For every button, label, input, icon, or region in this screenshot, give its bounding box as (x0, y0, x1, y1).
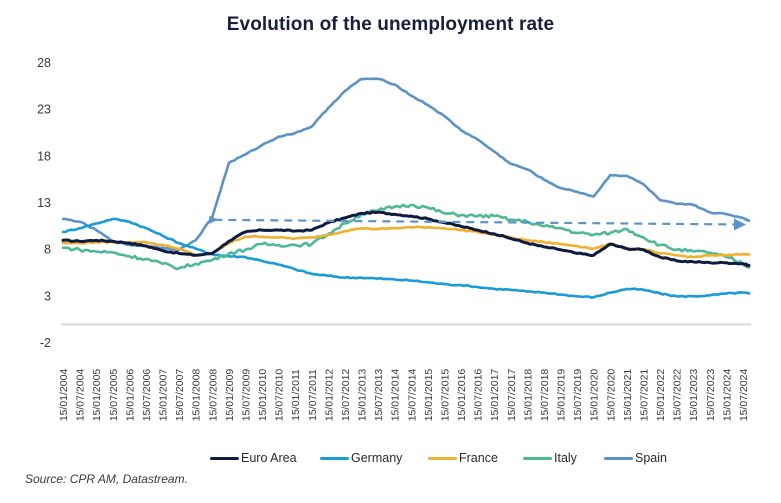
x-tick-label: 15/07/2024 (738, 369, 750, 422)
x-tick-label: 15/01/2024 (721, 369, 733, 422)
x-tick-label: 15/01/2015 (423, 369, 435, 422)
x-tick-label: 15/07/2020 (605, 369, 617, 422)
x-tick-label: 15/01/2018 (522, 369, 534, 422)
y-tick-label: 3 (44, 289, 51, 303)
x-tick-label: 15/01/2006 (124, 369, 136, 422)
x-tick-label: 15/01/2009 (224, 369, 236, 422)
legend-swatch (523, 456, 552, 460)
x-tick-label: 15/07/2013 (373, 369, 385, 422)
arrow-head-icon (734, 218, 746, 231)
y-tick-label: 18 (37, 149, 51, 163)
x-tick-label: 15/01/2023 (688, 369, 700, 422)
x-tick-label: 15/07/2016 (473, 369, 485, 422)
series-line-euro-area (61, 210, 751, 268)
x-tick-label: 15/07/2019 (572, 369, 584, 422)
legend-item-euro-area: Euro Area (210, 449, 297, 467)
x-tick-label: 15/07/2006 (141, 369, 153, 422)
y-axis: -2 3 8 13 18 23 28 (37, 56, 51, 350)
x-tick-label: 15/01/2019 (556, 369, 568, 422)
x-tick-label: 15/01/2008 (191, 369, 203, 422)
x-tick-label: 15/01/2021 (622, 369, 634, 422)
x-tick-label: 15/07/2004 (75, 369, 87, 422)
x-tick-label: 15/07/2021 (638, 369, 650, 422)
legend: Euro Area Germany France Italy Spain (0, 449, 781, 467)
legend-label: Italy (554, 451, 577, 465)
x-tick-label: 15/01/2011 (290, 369, 302, 421)
legend-label: Germany (351, 451, 403, 465)
legend-label: Euro Area (241, 451, 297, 465)
series-line-spain (61, 77, 751, 252)
y-tick-label: 28 (37, 56, 51, 70)
x-tick-label: 15/01/2007 (158, 369, 170, 422)
y-tick-label: 13 (37, 196, 51, 210)
x-tick-label: 15/07/2010 (274, 369, 286, 422)
legend-swatch (428, 456, 457, 460)
annotations (209, 215, 746, 231)
x-tick-label: 15/07/2011 (307, 369, 319, 421)
y-tick-label: 23 (37, 103, 51, 117)
series-lines (61, 77, 751, 299)
x-tick-label: 15/07/2007 (174, 369, 186, 422)
chart-title: Evolution of the unemployment rate (226, 14, 555, 35)
legend-swatch (210, 456, 239, 460)
x-tick-label: 15/07/2017 (506, 369, 518, 422)
legend-swatch (604, 456, 633, 460)
x-tick-label: 15/01/2012 (323, 369, 335, 422)
x-tick-label: 15/07/2015 (439, 369, 451, 422)
x-tick-label: 15/01/2014 (390, 369, 402, 422)
x-tick-label: 15/01/2017 (489, 369, 501, 422)
x-tick-label: 15/01/2010 (257, 369, 269, 422)
x-tick-label: 15/07/2005 (108, 369, 120, 422)
dashed-trend-line (214, 218, 736, 226)
series-line-italy (61, 203, 751, 271)
x-tick-label: 15/07/2012 (340, 369, 352, 422)
x-tick-label: 15/01/2016 (456, 369, 468, 422)
legend-swatch (320, 456, 349, 460)
x-tick-label: 15/01/2005 (91, 369, 103, 422)
series-line-germany (61, 217, 751, 299)
x-tick-label: 15/07/2014 (406, 369, 418, 422)
arrow-tail-marker (209, 215, 219, 224)
x-tick-label: 15/07/2008 (207, 369, 219, 422)
legend-label: France (459, 451, 498, 465)
source-note: Source: CPR AM, Datastream. (25, 472, 188, 486)
x-tick-label: 15/01/2022 (655, 369, 667, 422)
legend-label: Spain (635, 451, 667, 465)
x-tick-label: 15/07/2009 (240, 369, 252, 422)
legend-item-italy: Italy (523, 449, 577, 467)
x-tick-label: 15/07/2023 (705, 369, 717, 422)
y-tick-label: -2 (40, 336, 51, 350)
x-tick-label: 15/01/2004 (58, 369, 70, 422)
legend-item-germany: Germany (320, 449, 402, 467)
x-tick-label: 15/01/2013 (357, 369, 369, 422)
x-tick-label: 15/01/2020 (589, 369, 601, 422)
x-tick-label: 15/07/2018 (539, 369, 551, 422)
x-tick-label: 15/07/2022 (672, 369, 684, 422)
y-tick-label: 8 (44, 243, 51, 257)
x-axis: 15/01/2004 15/07/2004 15/01/2005 15/07/2005… (58, 369, 750, 422)
legend-item-spain: Spain (604, 449, 667, 467)
legend-item-france: France (428, 449, 498, 467)
